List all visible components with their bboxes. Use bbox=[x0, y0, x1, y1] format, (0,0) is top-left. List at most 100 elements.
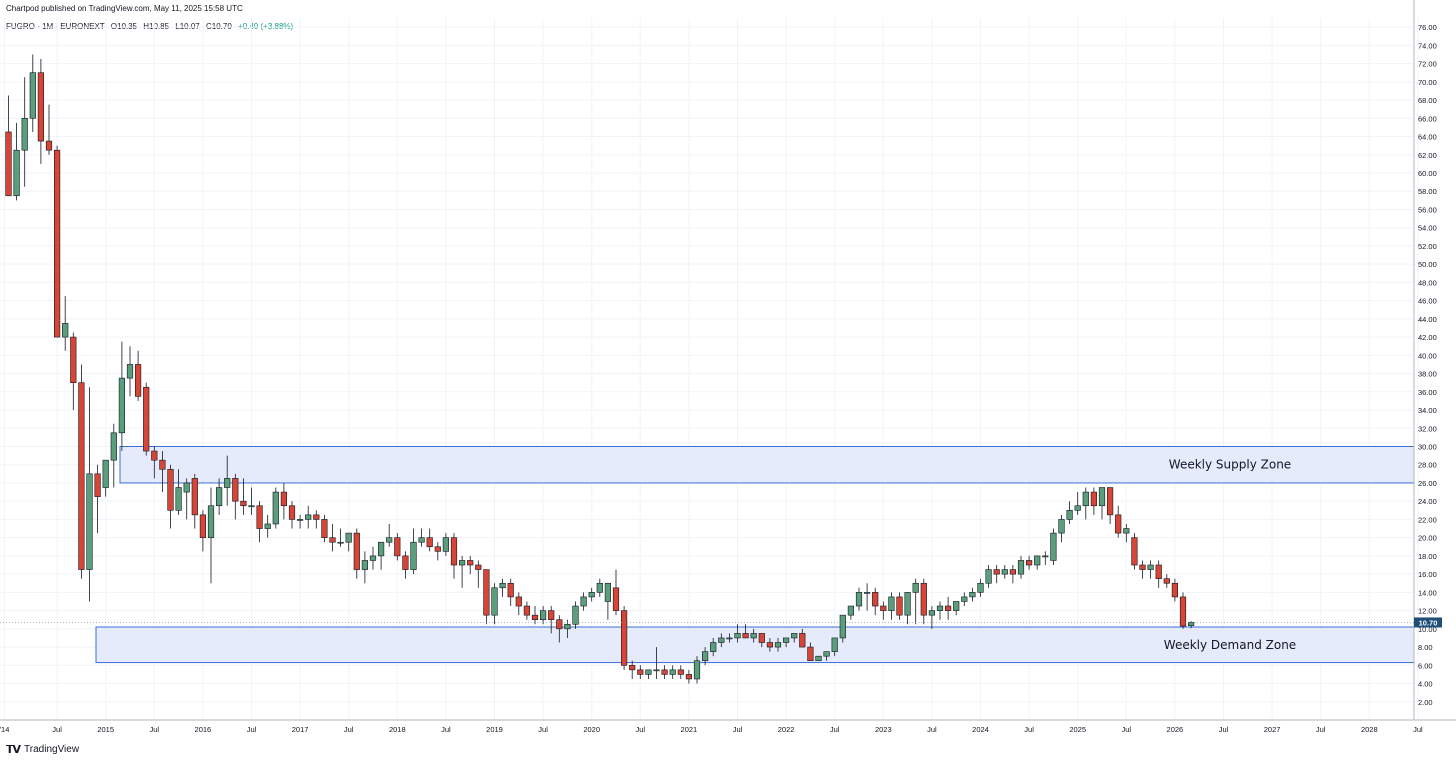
candle-body[interactable] bbox=[475, 564, 482, 570]
candle-body[interactable] bbox=[442, 537, 450, 552]
candle-body[interactable] bbox=[1058, 519, 1065, 534]
candle-body[interactable] bbox=[394, 537, 401, 557]
candle-body[interactable] bbox=[953, 601, 960, 611]
candle-body[interactable] bbox=[21, 117, 28, 151]
candle-body[interactable] bbox=[977, 582, 984, 593]
candle-body[interactable] bbox=[272, 491, 279, 525]
candle-body[interactable] bbox=[224, 478, 231, 488]
candle-body[interactable] bbox=[62, 323, 69, 338]
candle-body[interactable] bbox=[102, 459, 109, 488]
candle-body[interactable] bbox=[766, 642, 773, 648]
candle-body[interactable] bbox=[710, 642, 717, 652]
candle-body[interactable] bbox=[118, 377, 125, 434]
candle-body[interactable] bbox=[1131, 537, 1138, 566]
candle-body[interactable] bbox=[126, 364, 134, 379]
candle-body[interactable] bbox=[13, 149, 20, 197]
candle-body[interactable] bbox=[1026, 560, 1033, 566]
candle-body[interactable] bbox=[969, 592, 976, 598]
candle-body[interactable] bbox=[750, 633, 757, 639]
candle-body[interactable] bbox=[86, 473, 93, 570]
candle-body[interactable] bbox=[135, 364, 142, 397]
candle-body[interactable] bbox=[207, 505, 215, 538]
candle-body[interactable] bbox=[110, 432, 117, 461]
candle-body[interactable] bbox=[1034, 555, 1041, 566]
candle-body[interactable] bbox=[418, 537, 425, 543]
candle-body[interactable] bbox=[726, 637, 733, 640]
candle-body[interactable] bbox=[45, 140, 53, 151]
candle-body[interactable] bbox=[1179, 596, 1187, 627]
candle-body[interactable] bbox=[734, 633, 741, 639]
candle-body[interactable] bbox=[928, 610, 935, 616]
candle-body[interactable] bbox=[321, 519, 328, 538]
candle-body[interactable] bbox=[629, 664, 636, 671]
candle-body[interactable] bbox=[1163, 578, 1170, 584]
candle-body[interactable] bbox=[548, 610, 555, 621]
zone-rect[interactable] bbox=[119, 445, 1415, 484]
candle-body[interactable] bbox=[143, 386, 150, 452]
candle-body[interactable] bbox=[872, 592, 879, 607]
candle-body[interactable] bbox=[280, 491, 288, 507]
candle-body[interactable] bbox=[232, 478, 239, 502]
candle-body[interactable] bbox=[458, 560, 466, 566]
candle-body[interactable] bbox=[985, 569, 992, 584]
candle-body[interactable] bbox=[653, 669, 660, 672]
candle-body[interactable] bbox=[1082, 491, 1089, 507]
candle-body[interactable] bbox=[345, 532, 352, 543]
candle-body[interactable] bbox=[248, 505, 255, 508]
candle-body[interactable] bbox=[1188, 622, 1195, 626]
candle-body[interactable] bbox=[53, 149, 61, 338]
candle-body[interactable] bbox=[596, 582, 603, 593]
candle-body[interactable] bbox=[799, 633, 806, 648]
candle-body[interactable] bbox=[499, 582, 506, 589]
candle-body[interactable] bbox=[661, 669, 668, 675]
candle-body[interactable] bbox=[191, 478, 198, 516]
candle-body[interactable] bbox=[912, 582, 919, 593]
candle-body[interactable] bbox=[847, 605, 854, 616]
candle-body[interactable] bbox=[782, 637, 790, 643]
zone-rect[interactable] bbox=[95, 626, 1415, 664]
candle-body[interactable] bbox=[920, 582, 927, 616]
candle-body[interactable] bbox=[1147, 564, 1154, 570]
candle-body[interactable] bbox=[620, 610, 628, 666]
candle-body[interactable] bbox=[361, 560, 369, 570]
candle-body[interactable] bbox=[296, 519, 304, 521]
candle-body[interactable] bbox=[29, 72, 36, 119]
candle-body[interactable] bbox=[151, 450, 158, 461]
candle-body[interactable] bbox=[645, 669, 652, 675]
candle-body[interactable] bbox=[839, 614, 846, 639]
candle-body[interactable] bbox=[580, 596, 587, 607]
candle-body[interactable] bbox=[264, 523, 271, 529]
candle-body[interactable] bbox=[1009, 569, 1016, 575]
candle-body[interactable] bbox=[507, 582, 514, 598]
candle-body[interactable] bbox=[1115, 514, 1122, 534]
candle-body[interactable] bbox=[604, 582, 611, 602]
candle-body[interactable] bbox=[896, 596, 903, 616]
tradingview-logo[interactable]: 𝗧𝗩 TradingView bbox=[6, 743, 79, 756]
candle-body[interactable] bbox=[1042, 555, 1049, 558]
candle-body[interactable] bbox=[531, 614, 539, 621]
candle-body[interactable] bbox=[377, 541, 385, 557]
candle-body[interactable] bbox=[1139, 564, 1146, 570]
candle-body[interactable] bbox=[637, 669, 644, 675]
candle-body[interactable] bbox=[175, 487, 182, 511]
candle-body[interactable] bbox=[329, 537, 336, 543]
candle-body[interactable] bbox=[588, 592, 595, 598]
candle-body[interactable] bbox=[1050, 532, 1057, 561]
candle-body[interactable] bbox=[467, 560, 474, 566]
candle-body[interactable] bbox=[774, 642, 782, 648]
candle-body[interactable] bbox=[1001, 569, 1008, 575]
candle-body[interactable] bbox=[426, 537, 433, 548]
candle-body[interactable] bbox=[888, 596, 895, 611]
candle-body[interactable] bbox=[1066, 510, 1073, 520]
candle-body[interactable] bbox=[491, 587, 498, 616]
candle-body[interactable] bbox=[718, 637, 725, 643]
candle-body[interactable] bbox=[288, 505, 296, 520]
candle-body[interactable] bbox=[240, 500, 247, 507]
candle-body[interactable] bbox=[993, 569, 1000, 575]
candle-body[interactable] bbox=[515, 596, 522, 607]
candle-body[interactable] bbox=[353, 532, 360, 570]
candle-body[interactable] bbox=[434, 546, 441, 552]
candle-body[interactable] bbox=[402, 555, 409, 570]
candle-body[interactable] bbox=[167, 468, 174, 511]
